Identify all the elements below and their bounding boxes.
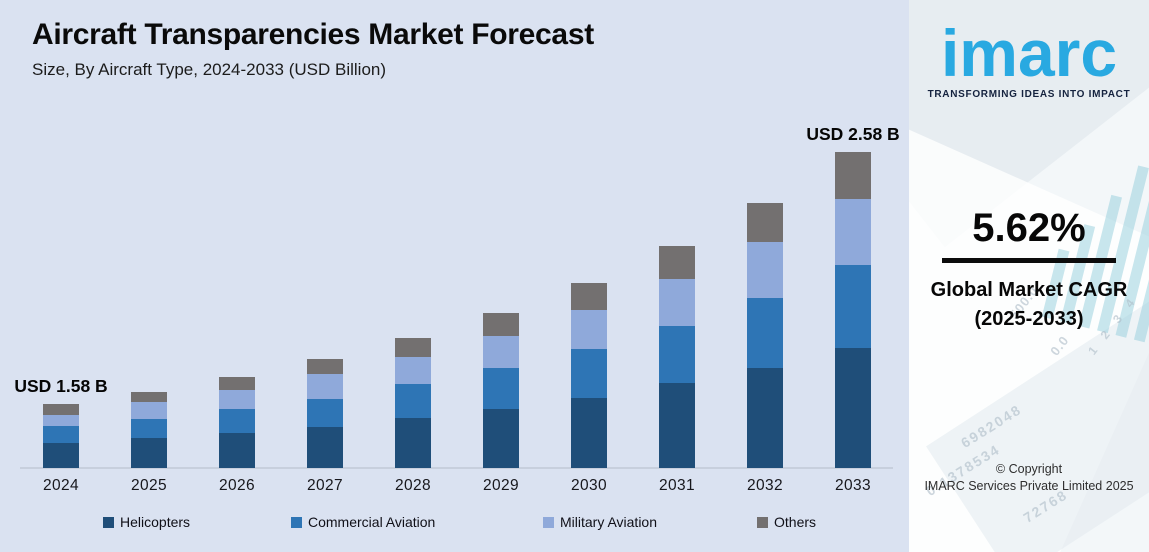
cagr-period: (2025-2033) bbox=[974, 308, 1084, 330]
bar-segment-military-aviation bbox=[659, 279, 695, 326]
bar-2029 bbox=[483, 313, 519, 468]
bar-2028 bbox=[395, 338, 431, 468]
x-axis-label-2027: 2027 bbox=[306, 477, 344, 494]
copyright-line1: © Copyright bbox=[995, 462, 1063, 476]
stacked-bar-chart: 2024 USD 1.58 B 2025 2026 2027 2028 2029 2030 20… bbox=[14, 124, 900, 530]
bar-segment-commercial-aviation bbox=[835, 265, 871, 348]
bar-segment-commercial-aviation bbox=[483, 368, 519, 409]
bar-segment-helicopters bbox=[395, 418, 431, 468]
imarc-tagline: TRANSFORMING IDEAS INTO IMPACT bbox=[927, 88, 1131, 100]
legend-label: Military Aviation bbox=[560, 514, 658, 530]
bar-segment-military-aviation bbox=[747, 242, 783, 298]
cagr-underline bbox=[942, 258, 1116, 263]
bar-segment-commercial-aviation bbox=[307, 399, 343, 427]
x-axis-label-2026: 2026 bbox=[218, 477, 256, 494]
bar-2031 bbox=[659, 246, 695, 468]
bar-segment-commercial-aviation bbox=[43, 426, 79, 443]
bar-segment-commercial-aviation bbox=[219, 409, 255, 433]
x-axis-label-2033: 2033 bbox=[834, 477, 872, 494]
bar-2025 bbox=[131, 392, 167, 468]
cagr-value: 5.62% bbox=[972, 206, 1086, 250]
x-axis-label-2028: 2028 bbox=[394, 477, 432, 494]
chart-title: Aircraft Transparencies Market Forecast bbox=[32, 18, 594, 51]
bar-segment-others bbox=[131, 392, 167, 402]
bar-segment-helicopters bbox=[835, 348, 871, 468]
bar-segment-military-aviation bbox=[219, 390, 255, 409]
bar-segment-helicopters bbox=[219, 433, 255, 468]
bar-segment-others bbox=[219, 377, 255, 390]
bar-segment-helicopters bbox=[307, 427, 343, 468]
bar-segment-military-aviation bbox=[571, 310, 607, 349]
chart-subtitle: Size, By Aircraft Type, 2024-2033 (USD B… bbox=[32, 60, 387, 79]
legend-label: Others bbox=[774, 514, 817, 530]
bar-segment-helicopters bbox=[747, 368, 783, 468]
x-axis-label-2024: 2024 bbox=[42, 477, 80, 494]
legend-item-commercial-aviation: Commercial Aviation bbox=[291, 514, 435, 530]
bar-segment-others bbox=[395, 338, 431, 357]
brand-panel: 500.0 0.0 1 2 3 4 6982048 0.1378534 72768 ima… bbox=[909, 0, 1149, 552]
bar-segment-commercial-aviation bbox=[659, 326, 695, 383]
legend-swatch-commercial-aviation bbox=[291, 516, 302, 528]
x-axis-label-2025: 2025 bbox=[130, 477, 168, 494]
legend-label: Helicopters bbox=[120, 514, 191, 530]
chart-section: Aircraft Transparencies Market Forecast … bbox=[0, 0, 909, 552]
bar-segment-commercial-aviation bbox=[131, 419, 167, 438]
bar-segment-military-aviation bbox=[483, 336, 519, 368]
bar-segment-helicopters bbox=[659, 383, 695, 468]
cagr-label: Global Market CAGR bbox=[930, 279, 1128, 301]
data-label-2033: USD 2.58 B bbox=[806, 124, 900, 144]
imarc-logo-text: imarc bbox=[940, 16, 1118, 90]
bar-segment-others bbox=[571, 283, 607, 310]
bar-2030 bbox=[571, 283, 607, 468]
bar-segment-military-aviation bbox=[395, 357, 431, 384]
legend-label: Commercial Aviation bbox=[308, 514, 436, 530]
x-axis-label-2030: 2030 bbox=[570, 477, 608, 494]
legend-swatch-helicopters bbox=[103, 516, 114, 528]
imarc-logo: imarc TRANSFORMING IDEAS INTO IMPACT bbox=[909, 16, 1149, 100]
bar-segment-military-aviation bbox=[835, 199, 871, 265]
bar-segment-helicopters bbox=[131, 438, 167, 468]
bar-segment-others bbox=[835, 152, 871, 199]
bar-segment-commercial-aviation bbox=[747, 298, 783, 368]
bar-2024 bbox=[43, 404, 79, 468]
copyright: © Copyright IMARC Services Private Limit… bbox=[909, 461, 1149, 495]
legend-swatch-others bbox=[757, 516, 768, 528]
bar-2026 bbox=[219, 377, 255, 468]
bar-2027 bbox=[307, 359, 343, 468]
bar-segment-military-aviation bbox=[43, 415, 79, 426]
data-label-2024: USD 1.58 B bbox=[14, 376, 108, 396]
bar-segment-helicopters bbox=[483, 409, 519, 468]
bar-segment-helicopters bbox=[43, 443, 79, 468]
bar-segment-military-aviation bbox=[131, 402, 167, 419]
copyright-line2: IMARC Services Private Limited 2025 bbox=[924, 478, 1134, 493]
watermark-text: 0.0 bbox=[1047, 332, 1072, 359]
bar-segment-others bbox=[307, 359, 343, 374]
bar-2033 bbox=[835, 152, 871, 468]
bar-segment-helicopters bbox=[571, 398, 607, 468]
bar-segment-commercial-aviation bbox=[571, 349, 607, 398]
x-axis-label-2032: 2032 bbox=[746, 477, 784, 494]
cagr-block: 5.62% Global Market CAGR (2025-2033) bbox=[909, 206, 1149, 334]
bar-segment-others bbox=[747, 203, 783, 242]
bar-segment-others bbox=[43, 404, 79, 415]
x-axis-label-2029: 2029 bbox=[482, 477, 520, 494]
x-axis-label-2031: 2031 bbox=[658, 477, 696, 494]
legend-item-others: Others bbox=[757, 514, 816, 530]
legend-swatch-military-aviation bbox=[543, 516, 554, 528]
bar-segment-military-aviation bbox=[307, 374, 343, 399]
bar-segment-others bbox=[483, 313, 519, 336]
x-axis-line bbox=[20, 467, 893, 469]
bar-segment-commercial-aviation bbox=[395, 384, 431, 418]
legend-item-military-aviation: Military Aviation bbox=[543, 514, 657, 530]
bar-segment-others bbox=[659, 246, 695, 279]
bar-2032 bbox=[747, 203, 783, 468]
legend-item-helicopters: Helicopters bbox=[103, 514, 190, 530]
